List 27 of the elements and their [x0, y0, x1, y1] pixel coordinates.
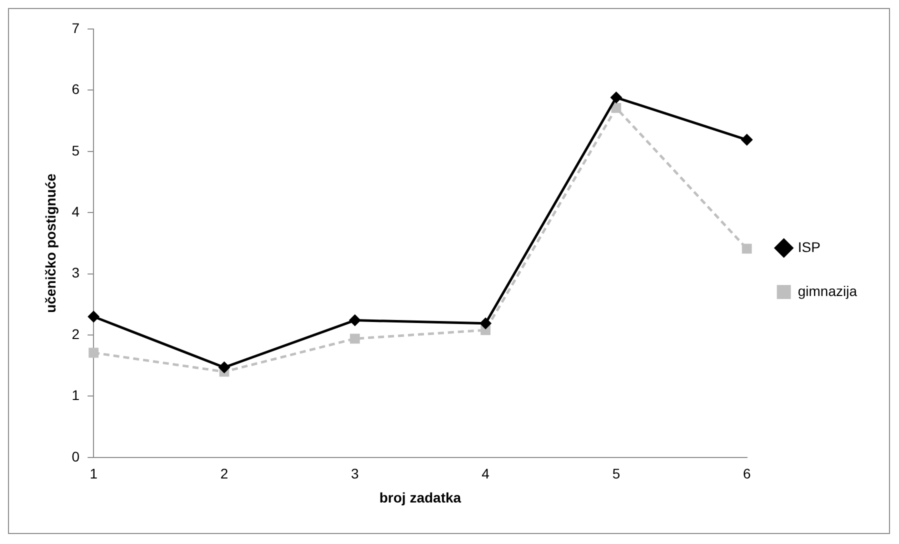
point: [88, 348, 99, 358]
y-tick-label: 7: [72, 20, 80, 36]
y-tick-label: 2: [72, 326, 80, 342]
x-tick-label: 3: [351, 466, 359, 482]
point: [350, 334, 360, 344]
point: [742, 244, 752, 254]
point: [348, 314, 361, 326]
point: [740, 134, 753, 146]
point: [610, 92, 622, 104]
y-tick-label: 0: [72, 448, 80, 464]
y-tick-label: 5: [72, 142, 80, 158]
y-tick-label: 4: [72, 203, 80, 220]
x-tick-label: 1: [90, 466, 98, 482]
x-axis-title: broj zadatka: [379, 489, 462, 506]
y-tick-label: 6: [72, 81, 80, 98]
point: [218, 361, 230, 374]
x-tick-label: 2: [220, 466, 228, 482]
y-tick-label: 3: [72, 264, 80, 281]
legend-label: gimnazija: [798, 282, 858, 299]
y-axis-title: učeničko postignuće: [42, 173, 58, 313]
point: [88, 310, 100, 323]
point: [480, 317, 492, 330]
x-tick-label: 6: [742, 466, 751, 482]
x-tick-label: 5: [612, 466, 620, 482]
legend-label: ISP: [798, 238, 820, 255]
x-tick-label: 4: [482, 466, 490, 482]
y-tick-label: 1: [72, 387, 80, 404]
